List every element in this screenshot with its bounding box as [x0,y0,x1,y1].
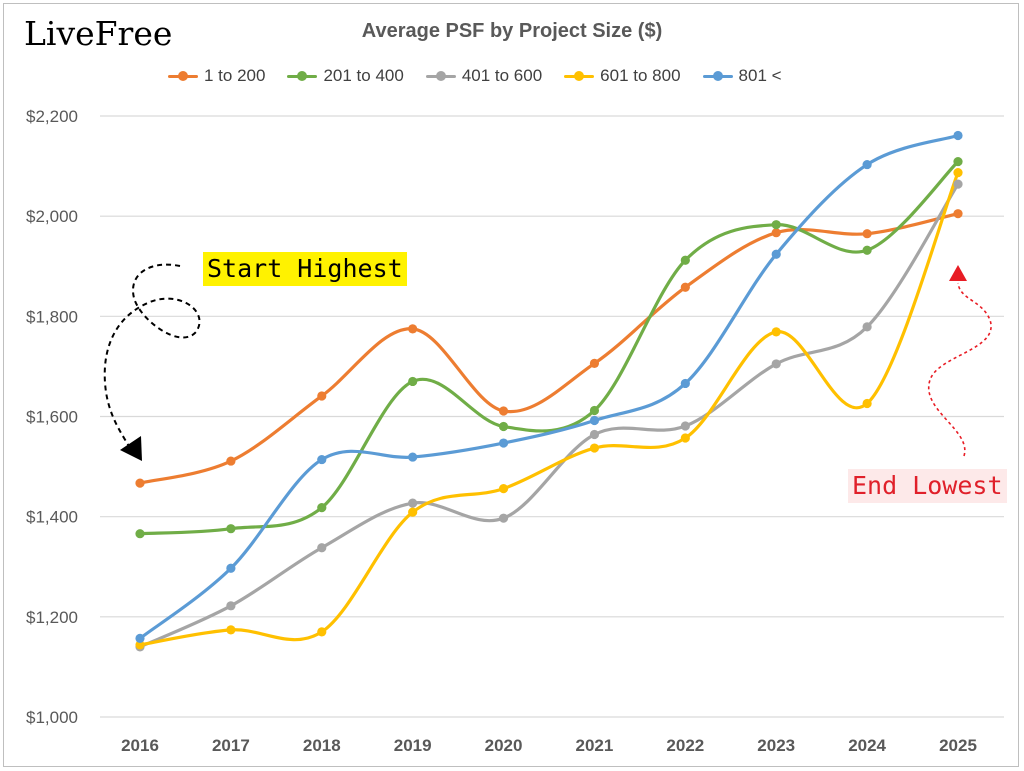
data-point [226,456,236,466]
data-point [498,438,509,448]
x-tick-label: 2018 [303,736,341,755]
legend-item-801-plus: 801 < [702,66,782,86]
legend-label: 601 to 800 [600,66,681,85]
legend: 1 to 200 201 to 400 401 to 600 601 to 80… [168,66,782,86]
legend-item-601-to-800: 601 to 800 [564,66,681,86]
legend-label: 401 to 600 [461,66,543,85]
data-point [589,429,600,440]
data-point [771,359,781,369]
data-point [408,452,418,462]
data-point [771,220,781,230]
data-point [498,484,509,494]
data-point [135,529,145,539]
data-point [953,130,963,141]
data-point [953,179,963,189]
data-point [862,229,872,239]
x-tick-label: 2017 [212,736,250,755]
x-axis-ticks: 2016 2017 2018 2019 2020 2021 2022 2023 2024 2025 [121,736,977,755]
series-line-1 [138,212,960,485]
x-tick-label: 2024 [848,736,886,755]
data-point [408,498,418,508]
data-point [771,327,781,337]
gridlines [100,115,1004,718]
data-point [680,421,690,431]
data-point [317,454,327,465]
data-point [953,167,963,178]
series-line-4 [138,170,960,647]
y-tick-label: $1,400 [26,508,78,527]
chart-title: Average PSF by Project Size ($) [361,20,663,42]
data-point [498,421,509,432]
legend-swatch-icon [702,70,733,82]
data-point [408,324,418,334]
x-tick-label: 2022 [666,736,704,755]
end-lowest-arrowhead [949,265,967,281]
start-highest-arrowhead [120,436,142,461]
y-tick-label: $1,000 [26,708,78,727]
data-point [135,478,145,488]
data-point [862,322,872,332]
data-point [498,513,509,523]
data-point [226,625,236,635]
data-point [680,255,690,265]
data-point [498,406,509,416]
data-point [317,503,327,513]
legend-swatch-icon [425,70,456,82]
series-points [135,130,963,652]
start-highest-note: Start Highest [203,252,407,286]
end-lowest-arrow [927,282,992,457]
legend-item-1-to-200: 1 to 200 [168,66,265,86]
data-point [589,358,600,369]
legend-item-401-to-600: 401 to 600 [425,66,543,86]
data-point [317,391,327,401]
data-point [317,627,327,637]
data-point [862,245,872,255]
series-line-5 [138,133,960,640]
y-tick-label: $1,800 [26,307,78,326]
data-point [135,640,145,650]
data-point [226,563,236,573]
data-point [680,378,690,389]
data-point [953,209,963,219]
x-tick-label: 2019 [394,736,432,755]
legend-swatch-icon [168,70,198,82]
data-point [680,282,690,292]
data-point [135,633,145,643]
brand-logo: LiveFree [24,14,173,53]
data-point [589,443,600,453]
legend-label: 201 to 400 [323,66,404,85]
y-tick-label: $1,200 [26,608,78,627]
data-point [317,543,327,553]
start-highest-arrow [103,263,201,449]
data-point [589,415,600,426]
legend-label: 801 < [738,66,782,85]
data-point [771,228,781,238]
data-point [862,398,872,409]
y-axis-ticks: $1,000 $1,200 $1,400 $1,600 $1,800 $2,000 $2,2… [26,107,78,727]
data-point [408,507,418,517]
series-lines [138,133,960,649]
data-point [680,433,690,443]
data-point [226,601,236,611]
x-tick-label: 2023 [757,736,795,755]
data-point [771,249,781,259]
x-tick-label: 2016 [121,736,159,755]
data-point [953,156,963,167]
x-tick-label: 2021 [576,736,614,755]
legend-swatch-icon [287,70,318,82]
end-lowest-note: End Lowest [848,469,1007,503]
y-tick-label: $2,200 [26,107,78,126]
legend-label: 1 to 200 [204,66,266,85]
y-tick-label: $2,000 [26,207,78,226]
legend-item-201-to-400: 201 to 400 [287,66,404,86]
data-point [589,405,600,416]
data-point [408,376,418,387]
y-tick-label: $1,600 [26,408,78,427]
x-tick-label: 2020 [485,736,523,755]
x-tick-label: 2025 [939,736,977,755]
legend-swatch-icon [564,70,595,82]
data-point [226,524,236,534]
data-point [862,159,872,170]
